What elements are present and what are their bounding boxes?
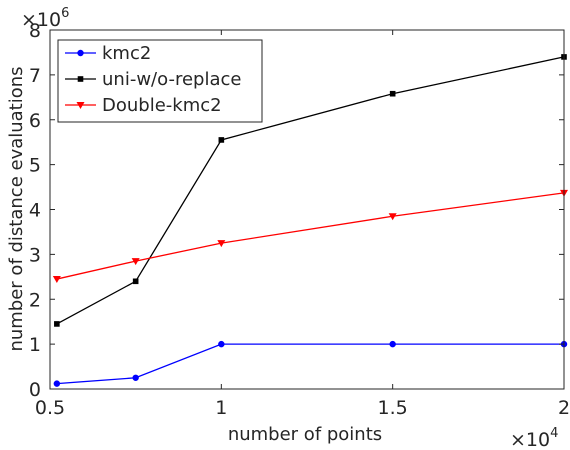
y-tick-label-1: 1: [29, 334, 41, 356]
legend-entry-0: kmc2: [65, 43, 151, 64]
x-tick-label-3: 2: [558, 397, 570, 419]
legend-marker-0: [77, 49, 84, 57]
ticks-layer: 0.5 1 1.5 2 0 1 2 3 4 5 6 7 8: [29, 20, 570, 419]
y-tick-label-6: 6: [29, 110, 41, 132]
legend-entry-2: Double-kmc2: [65, 95, 222, 116]
series-layer: [52, 54, 568, 387]
y-tick-label-8: 8: [29, 20, 41, 42]
data-point-0-2: [218, 340, 225, 348]
data-point-0-1: [132, 374, 139, 381]
svg-text:×104: ×104: [510, 426, 558, 450]
y-axis-label: number of distance evaluations: [6, 66, 27, 351]
y-tick-label-2: 2: [29, 289, 41, 311]
data-point-1-2: [218, 137, 225, 143]
data-point-0-0: [53, 380, 61, 387]
data-point-1-3: [389, 90, 396, 97]
y-tick-label-3: 3: [29, 244, 41, 266]
x-tick-label-0: 0.5: [35, 397, 65, 419]
legend-marker-2: [76, 102, 85, 109]
y-multiplier-base: ×10: [21, 9, 61, 31]
y-tick-label-5: 5: [29, 155, 41, 177]
legend-label-2: Double-kmc2: [102, 95, 222, 116]
data-point-1-0: [54, 321, 60, 327]
x-multiplier-base: ×10: [510, 429, 550, 450]
legend-label-1: uni-w/o-replace: [102, 69, 241, 90]
x-axis-label: number of points: [228, 424, 382, 445]
legend-marker-1: [77, 76, 84, 82]
data-point-2-2: [217, 240, 226, 248]
data-point-1-1: [132, 278, 139, 285]
legend: kmc2 uni-w/o-replace Double-kmc2: [57, 39, 263, 123]
x-multiplier-exponent: 4: [550, 426, 558, 441]
x-multiplier: ×104: [510, 426, 558, 450]
svg-text:×106: ×106: [21, 6, 69, 31]
data-point-2-1: [131, 258, 140, 266]
legend-box: [57, 39, 263, 123]
data-point-2-0: [52, 276, 61, 284]
y-multiplier-exponent: 6: [61, 6, 69, 21]
legend-label-0: kmc2: [102, 43, 151, 64]
x-tick-label-1: 1: [215, 397, 227, 419]
legend-entry-1: uni-w/o-replace: [65, 69, 241, 90]
x-tick-label-2: 1.5: [378, 397, 408, 419]
y-multiplier: ×106: [21, 6, 69, 31]
y-tick-label-4: 4: [29, 200, 41, 222]
data-point-2-3: [388, 213, 397, 221]
series-0: [53, 340, 568, 387]
data-point-0-3: [389, 340, 396, 348]
y-tick-label-0: 0: [29, 379, 41, 401]
y-tick-label-7: 7: [29, 65, 41, 87]
